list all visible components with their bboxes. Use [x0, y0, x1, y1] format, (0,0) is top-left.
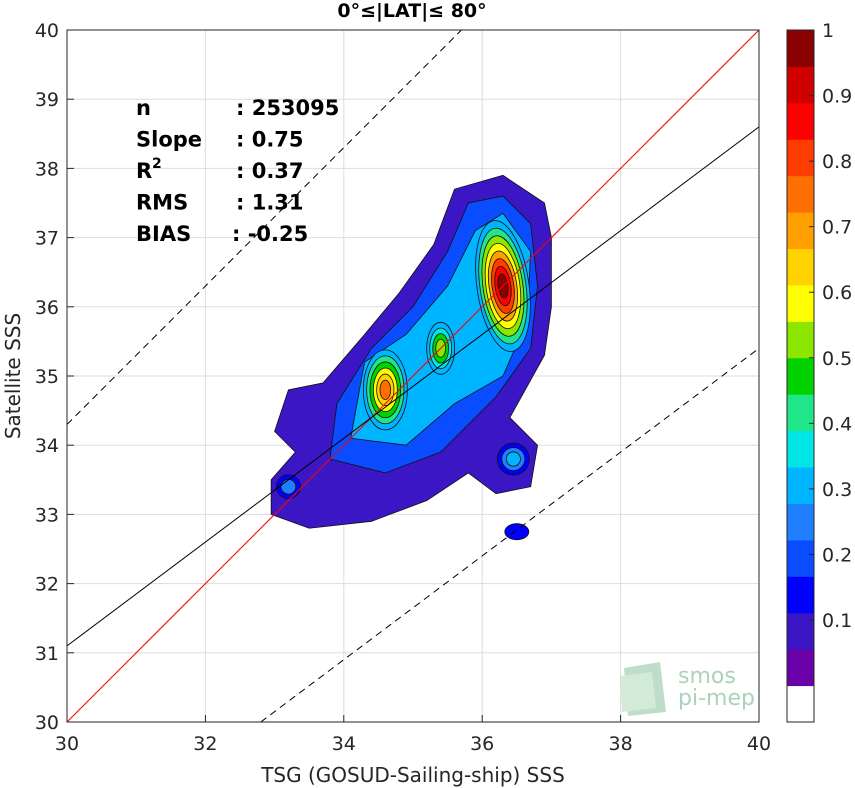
colorbar-tick-label: 0.9 [822, 86, 852, 108]
colorbar [787, 30, 814, 723]
stat-label: Slope [136, 128, 202, 152]
colorbar-tick-label: 0.8 [822, 151, 852, 173]
colorbar-segment [787, 175, 814, 213]
colorbar-segment [787, 430, 814, 468]
chart-title: 0°≤|LAT|≤ 80° [337, 0, 486, 22]
upper-envelope-line [66, 29, 462, 425]
stat-value: : 1.31 [236, 191, 304, 215]
smos-pimep-logo: smos pi-mep [620, 662, 755, 716]
density-peak [280, 478, 297, 495]
stat-label: BIAS [136, 222, 191, 246]
density-peak [504, 523, 530, 541]
colorbar-ticks: 0.1 0.2 0.3 0.4 0.5 0.6 0.7 0.8 0.9 1 [809, 20, 852, 632]
colorbar-tick-label: 0.7 [822, 217, 852, 239]
stat-value: : 253095 [236, 96, 339, 120]
x-tick-label: 36 [470, 733, 494, 755]
colorbar-segment [787, 102, 814, 140]
colorbar-segment [787, 394, 814, 432]
y-axis-ticks: 30 31 32 33 34 35 36 37 38 39 40 [35, 20, 74, 734]
colorbar-segment [787, 467, 814, 504]
y-tick-label: 30 [35, 712, 59, 734]
colorbar-segment [787, 539, 814, 577]
y-tick-label: 36 [35, 297, 59, 319]
colorbar-segment [787, 321, 814, 359]
stat-value: : -0.25 [232, 222, 308, 246]
colorbar-segment [787, 212, 814, 250]
stat-label: n [136, 96, 151, 120]
one-to-one-line [66, 29, 760, 723]
stat-label: RMS [136, 191, 188, 215]
y-tick-label: 33 [35, 504, 59, 526]
colorbar-frame [786, 29, 815, 723]
y-tick-label: 39 [35, 89, 59, 111]
stat-value: : 0.37 [236, 159, 304, 183]
x-axis-label: TSG (GOSUD-Sailing-ship) SSS [260, 763, 565, 787]
x-tick-label: 34 [332, 733, 356, 755]
stat-label-superscript: 2 [152, 156, 162, 172]
y-tick-label: 31 [35, 643, 59, 665]
x-tick-label: 32 [193, 733, 217, 755]
x-tick-label: 30 [55, 733, 79, 755]
y-tick-label: 38 [35, 158, 59, 180]
colorbar-segment [787, 139, 814, 177]
colorbar-segment [787, 576, 814, 614]
x-tick-label: 40 [747, 733, 771, 755]
colorbar-tick-label: 0.5 [822, 348, 852, 370]
y-tick-label: 32 [35, 574, 59, 596]
y-tick-label: 40 [35, 20, 59, 42]
colorbar-segment [787, 612, 814, 650]
colorbar-tick-label: 0.4 [822, 413, 852, 435]
x-tick-label: 38 [609, 733, 633, 755]
logo-text-smos: smos [678, 664, 736, 689]
colorbar-segment [787, 649, 814, 687]
colorbar-segment [787, 284, 814, 322]
colorbar-segment [787, 30, 814, 67]
colorbar-segment [787, 357, 814, 395]
stat-value: : 0.75 [236, 128, 304, 152]
density-peak [379, 379, 392, 400]
reference-lines [66, 29, 760, 723]
logo-wave-icon-2 [620, 672, 656, 712]
y-tick-label: 37 [35, 228, 59, 250]
x-axis-ticks: 30 32 34 36 38 40 [55, 715, 771, 755]
colorbar-segment [787, 248, 814, 286]
colorbar-tick-label: 1 [822, 20, 834, 42]
statistics-box: n : 253095 Slope : 0.75 R 2 : 0.37 RMS : 1.31 BIA… [136, 96, 339, 246]
regression-fit-line [66, 126, 760, 647]
lower-envelope-line [260, 347, 760, 723]
plot-area [66, 29, 760, 723]
density-peak [505, 451, 521, 467]
colorbar-tick-label: 0.2 [822, 544, 852, 566]
colorbar-tick-label: 0.6 [822, 282, 852, 304]
y-tick-label: 35 [35, 366, 59, 388]
colorbar-tick-label: 0.1 [822, 610, 852, 632]
logo-text-pimep: pi-mep [678, 686, 755, 711]
y-tick-label: 34 [35, 435, 59, 457]
stat-label: R [136, 159, 152, 183]
y-axis-label: Satellite SSS [1, 313, 25, 439]
colorbar-segment [787, 66, 814, 104]
colorbar-segment [787, 503, 814, 541]
colorbar-tick-label: 0.3 [822, 479, 852, 501]
colorbar-segment [787, 685, 814, 723]
